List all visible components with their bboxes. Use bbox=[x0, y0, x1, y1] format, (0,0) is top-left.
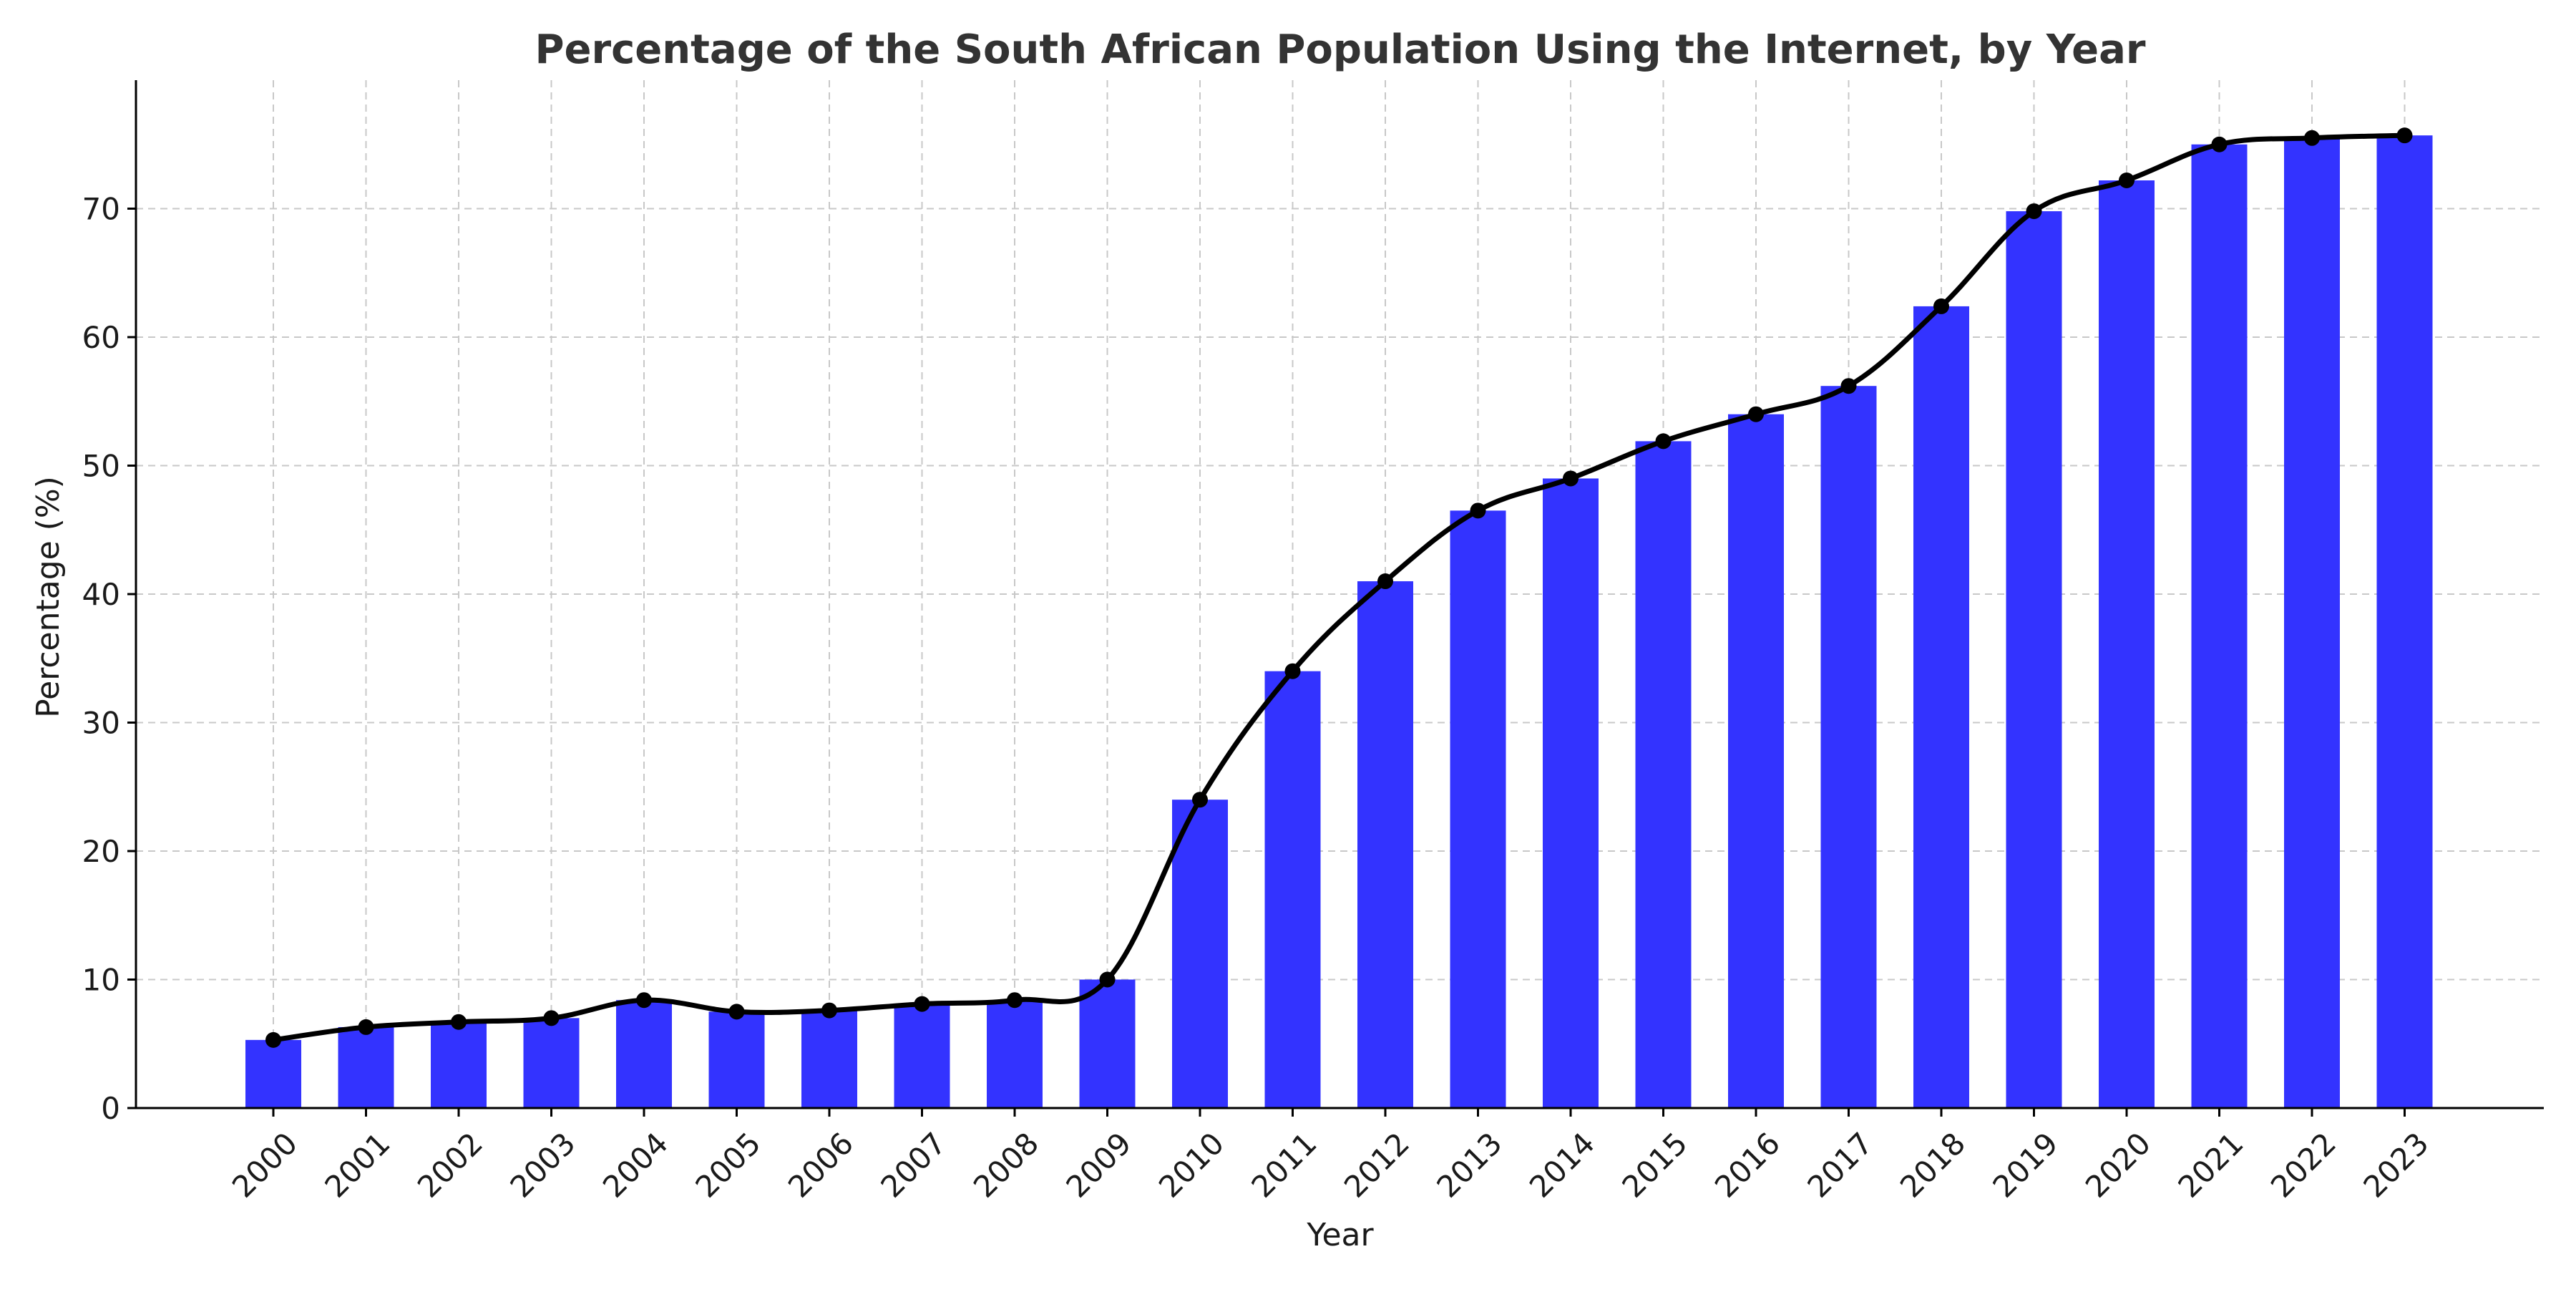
x-tick-label: 2021 bbox=[2171, 1125, 2250, 1204]
y-tick-label: 10 bbox=[82, 963, 120, 998]
x-tick-label: 2018 bbox=[1893, 1125, 1972, 1204]
x-tick-label: 2004 bbox=[596, 1125, 675, 1204]
line-point-2008 bbox=[1007, 992, 1023, 1009]
line-point-2019 bbox=[2026, 203, 2042, 220]
bar-2012 bbox=[1357, 581, 1413, 1108]
x-tick-label: 2005 bbox=[688, 1125, 767, 1204]
bar-layer bbox=[245, 135, 2433, 1109]
x-tick-label: 2015 bbox=[1615, 1125, 1694, 1204]
y-tick-label: 40 bbox=[82, 577, 120, 612]
line-point-2020 bbox=[2119, 173, 2135, 189]
x-tick-label: 2009 bbox=[1059, 1125, 1138, 1204]
bar-2013 bbox=[1450, 510, 1506, 1108]
bar-2003 bbox=[523, 1018, 580, 1108]
line-point-2002 bbox=[451, 1014, 467, 1030]
y-tick-label: 60 bbox=[82, 320, 120, 355]
bar-2017 bbox=[1820, 386, 1877, 1108]
bar-2001 bbox=[338, 1026, 394, 1108]
bar-2021 bbox=[2191, 144, 2248, 1108]
x-tick-label: 2016 bbox=[1708, 1125, 1787, 1204]
chart-title: Percentage of the South African Populati… bbox=[535, 26, 2145, 73]
y-tick-label: 0 bbox=[101, 1091, 120, 1126]
line-point-2006 bbox=[821, 1002, 837, 1019]
bar-2023 bbox=[2376, 135, 2433, 1108]
line-point-2018 bbox=[1933, 298, 1949, 314]
bar-2007 bbox=[894, 1004, 950, 1108]
x-tick-label: 2010 bbox=[1152, 1125, 1231, 1204]
x-tick-label: 2003 bbox=[503, 1125, 582, 1204]
x-axis-label: Year bbox=[1306, 1217, 1374, 1253]
line-point-2013 bbox=[1470, 502, 1486, 519]
line-point-2012 bbox=[1377, 573, 1393, 590]
bar-2016 bbox=[1728, 414, 1784, 1108]
bar-2020 bbox=[2099, 180, 2155, 1108]
bar-2014 bbox=[1543, 478, 1599, 1108]
y-tick-label: 50 bbox=[82, 449, 120, 484]
line-layer bbox=[265, 127, 2413, 1048]
line-point-2017 bbox=[1840, 378, 1857, 394]
x-tick-label: 2002 bbox=[411, 1125, 489, 1204]
bar-2015 bbox=[1635, 441, 1692, 1108]
x-tick-label: 2017 bbox=[1800, 1125, 1879, 1204]
y-axis-label: Percentage (%) bbox=[30, 476, 67, 718]
bar-2022 bbox=[2284, 137, 2340, 1108]
line-point-2021 bbox=[2211, 136, 2228, 152]
x-tick-label: 2000 bbox=[225, 1125, 304, 1204]
line-point-2007 bbox=[914, 996, 930, 1012]
line-point-2022 bbox=[2304, 130, 2320, 146]
line-point-2004 bbox=[636, 992, 652, 1009]
x-tick-label: 2011 bbox=[1244, 1125, 1323, 1204]
x-tick-label: 2014 bbox=[1523, 1125, 1601, 1204]
bar-2009 bbox=[1079, 979, 1136, 1108]
line-point-2011 bbox=[1284, 663, 1301, 679]
line-point-2023 bbox=[2396, 127, 2413, 144]
bar-2018 bbox=[1913, 306, 1969, 1108]
bar-2008 bbox=[987, 1000, 1043, 1108]
bar-2006 bbox=[801, 1010, 857, 1108]
x-tick-label: 2019 bbox=[1986, 1125, 2064, 1204]
y-tick-label: 70 bbox=[82, 192, 120, 227]
bar-2004 bbox=[616, 1000, 672, 1108]
x-tick-label: 2023 bbox=[2356, 1125, 2435, 1204]
line-point-2001 bbox=[358, 1019, 374, 1035]
x-tick-label: 2013 bbox=[1430, 1125, 1508, 1204]
grid-layer bbox=[136, 80, 2544, 1108]
x-tick-label: 2008 bbox=[967, 1125, 1045, 1204]
bar-2005 bbox=[708, 1011, 765, 1108]
bar-2000 bbox=[245, 1039, 301, 1108]
y-tick-label: 20 bbox=[82, 834, 120, 869]
bar-2019 bbox=[2006, 211, 2062, 1109]
y-tick-label: 30 bbox=[82, 706, 120, 741]
line-point-2014 bbox=[1563, 470, 1579, 487]
line-point-2003 bbox=[543, 1010, 560, 1026]
x-tick-label: 2006 bbox=[781, 1125, 860, 1204]
x-tick-label: 2001 bbox=[318, 1125, 396, 1204]
bar-2002 bbox=[431, 1021, 487, 1108]
x-tick-label: 2022 bbox=[2264, 1125, 2343, 1204]
line-point-2009 bbox=[1099, 971, 1116, 988]
x-tick-label: 2012 bbox=[1337, 1125, 1416, 1204]
trend-line bbox=[273, 132, 2405, 1043]
line-point-2016 bbox=[1748, 406, 1764, 422]
bar-2011 bbox=[1264, 671, 1321, 1108]
bar-2010 bbox=[1172, 800, 1228, 1108]
line-point-2015 bbox=[1655, 433, 1672, 450]
line-point-2005 bbox=[728, 1004, 745, 1020]
line-point-2010 bbox=[1192, 792, 1208, 808]
x-tick-label: 2020 bbox=[2079, 1125, 2157, 1204]
line-point-2000 bbox=[265, 1031, 281, 1048]
x-tick-label: 2007 bbox=[874, 1125, 952, 1204]
